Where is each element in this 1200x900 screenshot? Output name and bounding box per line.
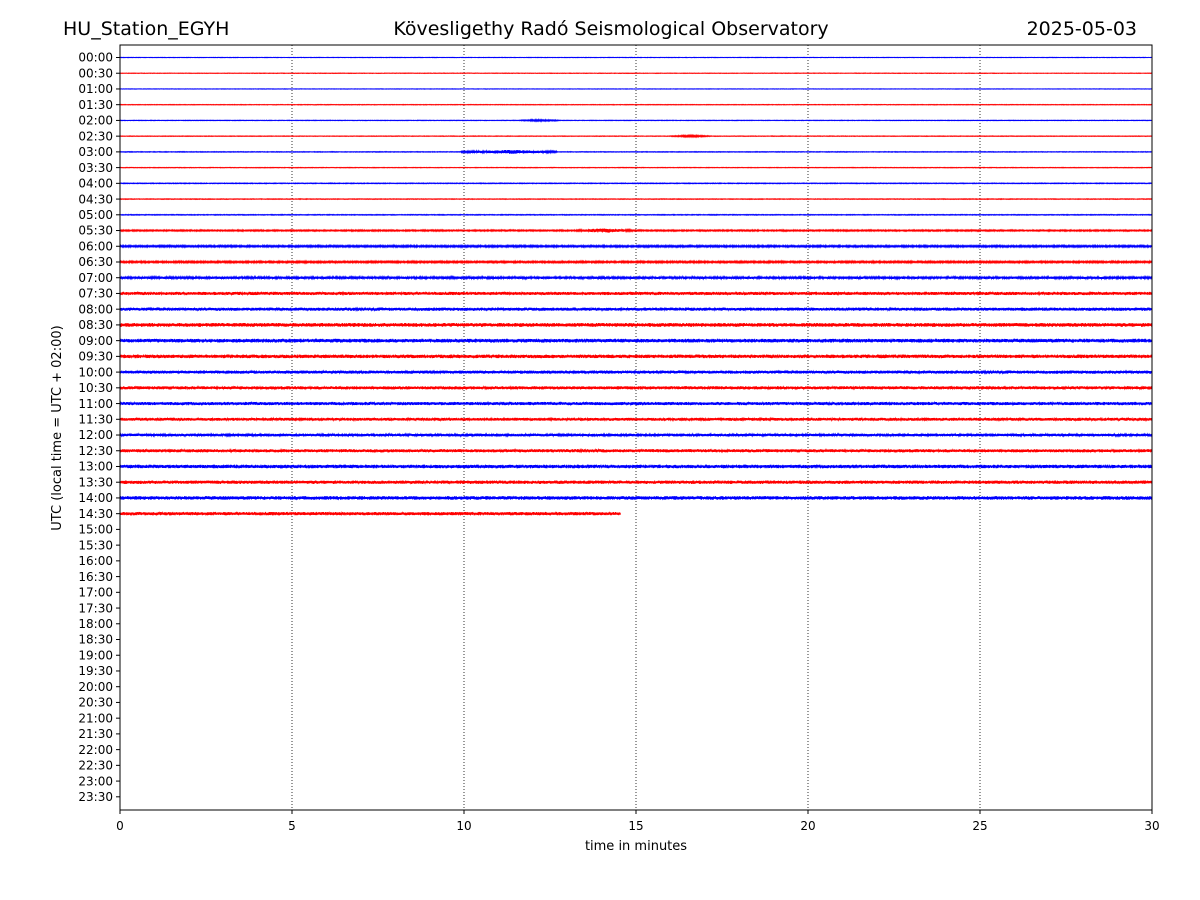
trace-0400 (119, 182, 1153, 185)
x-axis-label: time in minutes (585, 839, 687, 854)
trace-0430 (119, 197, 1153, 201)
y-tick-label: 01:30 (78, 98, 113, 112)
trace-1130 (119, 416, 1153, 423)
trace-0930 (119, 353, 1153, 359)
y-tick-label: 08:00 (78, 302, 113, 316)
y-tick-label: 10:00 (78, 365, 113, 379)
y-tick-label: 02:00 (78, 114, 113, 128)
trace-0730 (119, 290, 1153, 297)
y-tick-label: 09:00 (78, 334, 113, 348)
y-tick-label: 03:00 (78, 145, 113, 159)
trace-1000 (119, 369, 1153, 375)
trace-0600 (119, 243, 1153, 249)
y-tick-label: 06:30 (78, 255, 113, 269)
y-tick-label: 19:30 (78, 664, 113, 678)
trace-0530 (119, 227, 1153, 234)
y-tick-label: 06:00 (78, 239, 113, 253)
y-tick-label: 04:00 (78, 177, 113, 191)
y-tick-label: 18:30 (78, 633, 113, 647)
y-tick-label: 13:00 (78, 460, 113, 474)
trace-0130 (119, 103, 1153, 106)
trace-0230 (119, 133, 1153, 139)
y-tick-label: 15:30 (78, 538, 113, 552)
y-tick-label: 23:00 (78, 774, 113, 788)
trace-0630 (119, 259, 1153, 265)
y-tick-label: 02:30 (78, 129, 113, 143)
trace-0700 (119, 274, 1153, 281)
x-tick-label: 10 (456, 819, 471, 833)
y-tick-label: 01:00 (78, 82, 113, 96)
trace-1300 (119, 463, 1153, 470)
trace-0000 (119, 56, 1153, 59)
trace-0300 (119, 149, 1153, 155)
y-tick-label: 12:30 (78, 444, 113, 458)
trace-group (119, 56, 1153, 517)
trace-0100 (119, 88, 1153, 90)
y-tick-label: 13:30 (78, 475, 113, 489)
y-tick-label: 11:00 (78, 397, 113, 411)
y-axis-label: UTC (local time = UTC + 02:00) (50, 325, 65, 530)
vertical-grid (291, 45, 981, 810)
x-axis: 0 5 10 15 20 25 30 (116, 810, 1160, 833)
trace-1230 (119, 447, 1153, 454)
trace-0330 (119, 166, 1153, 169)
y-tick-label: 19:00 (78, 648, 113, 662)
y-tick-label: 11:30 (78, 412, 113, 426)
trace-0500 (119, 213, 1153, 217)
y-tick-label: 18:00 (78, 617, 113, 631)
station-title: HU_Station_EGYH (63, 18, 229, 40)
y-tick-label: 22:30 (78, 759, 113, 773)
y-tick-label: 08:30 (78, 318, 113, 332)
x-tick-label: 5 (288, 819, 296, 833)
x-tick-label: 0 (116, 819, 124, 833)
y-tick-label: 17:30 (78, 601, 113, 615)
x-tick-label: 25 (972, 819, 987, 833)
trace-1030 (119, 385, 1153, 391)
y-tick-label: 04:30 (78, 192, 113, 206)
y-tick-label: 14:30 (78, 507, 113, 521)
y-tick-label: 10:30 (78, 381, 113, 395)
y-tick-label: 00:30 (78, 66, 113, 80)
y-tick-label: 20:30 (78, 696, 113, 710)
y-tick-label: 20:00 (78, 680, 113, 694)
y-tick-label: 21:00 (78, 711, 113, 725)
y-tick-label: 00:00 (78, 51, 113, 65)
y-tick-label: 21:30 (78, 727, 113, 741)
y-tick-label: 17:00 (78, 586, 113, 600)
y-tick-label: 03:30 (78, 161, 113, 175)
observatory-title: Kövesligethy Radó Seismological Observat… (393, 18, 828, 40)
y-tick-label: 15:00 (78, 523, 113, 537)
y-tick-label: 09:30 (78, 350, 113, 364)
x-tick-label: 20 (800, 819, 815, 833)
trace-1330 (119, 479, 1153, 485)
y-tick-label: 22:00 (78, 743, 113, 757)
y-tick-label: 14:00 (78, 491, 113, 505)
trace-0830 (119, 322, 1153, 327)
trace-0800 (119, 306, 1153, 312)
y-tick-label: 12:00 (78, 428, 113, 442)
y-tick-label: 07:00 (78, 271, 113, 285)
trace-0900 (119, 338, 1153, 343)
y-tick-label: 07:30 (78, 287, 113, 301)
y-tick-label: 23:30 (78, 790, 113, 804)
y-tick-label: 05:00 (78, 208, 113, 222)
trace-1430 (119, 510, 621, 517)
x-tick-label: 30 (1144, 819, 1159, 833)
trace-0030 (119, 72, 1153, 75)
trace-1200 (119, 432, 1153, 438)
trace-0200 (119, 118, 1153, 123)
trace-1100 (119, 400, 1153, 407)
y-tick-label: 16:00 (78, 554, 113, 568)
trace-1400 (119, 495, 1153, 501)
date-title: 2025-05-03 (1027, 18, 1137, 40)
x-tick-label: 15 (628, 819, 643, 833)
y-tick-label: 05:30 (78, 224, 113, 238)
y-tick-label: 16:30 (78, 570, 113, 584)
